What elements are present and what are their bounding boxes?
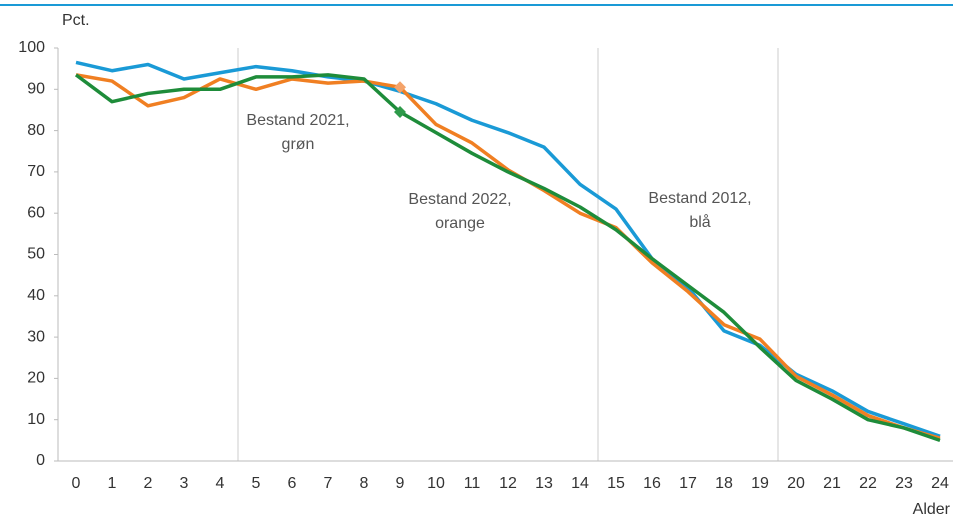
x-tick-label: 21	[823, 475, 841, 492]
x-tick-label: 23	[895, 475, 913, 492]
x-tick-label: 12	[499, 475, 517, 492]
annotation: Bestand 2012,	[648, 190, 751, 207]
y-tick-label: 100	[18, 39, 45, 56]
annotation: Bestand 2021,	[246, 112, 349, 129]
x-tick-label: 8	[360, 475, 369, 492]
x-tick-label: 19	[751, 475, 769, 492]
x-tick-label: 17	[679, 475, 697, 492]
y-tick-label: 70	[27, 163, 45, 180]
x-axis-label: Alder	[913, 501, 951, 518]
x-tick-label: 9	[396, 475, 405, 492]
y-tick-label: 30	[27, 328, 45, 345]
annotation: Bestand 2022,	[408, 191, 511, 208]
x-tick-label: 18	[715, 475, 733, 492]
x-tick-label: 13	[535, 475, 553, 492]
series-line	[74, 73, 941, 443]
y-tick-label: 40	[27, 287, 45, 304]
x-tick-label: 16	[643, 475, 661, 492]
y-tick-label: 10	[27, 411, 45, 428]
annotation: grøn	[282, 136, 315, 153]
x-tick-label: 3	[180, 475, 189, 492]
x-tick-label: 15	[607, 475, 625, 492]
y-tick-label: 20	[27, 370, 45, 387]
x-tick-label: 4	[216, 475, 225, 492]
y-tick-label: 90	[27, 81, 45, 98]
x-tick-label: 11	[464, 475, 481, 492]
y-axis-label: Pct.	[62, 12, 90, 29]
series-marker	[394, 81, 406, 94]
x-tick-label: 0	[72, 475, 81, 492]
y-tick-label: 60	[27, 204, 45, 221]
series-line	[75, 73, 941, 440]
x-tick-label: 14	[571, 475, 589, 492]
x-tick-label: 2	[144, 475, 153, 492]
annotation: orange	[435, 215, 485, 232]
series-line	[75, 60, 941, 438]
x-tick-label: 10	[427, 475, 445, 492]
x-tick-label: 24	[931, 475, 949, 492]
x-tick-label: 7	[324, 475, 333, 492]
y-tick-label: 0	[36, 452, 45, 469]
y-tick-label: 50	[27, 246, 45, 263]
x-tick-label: 20	[787, 475, 805, 492]
y-tick-label: 80	[27, 122, 45, 139]
x-tick-label: 22	[859, 475, 877, 492]
x-tick-label: 6	[288, 475, 297, 492]
x-tick-label: 5	[252, 475, 261, 492]
series-marker	[394, 106, 406, 119]
x-tick-label: 1	[108, 475, 117, 492]
annotation: blå	[689, 213, 710, 231]
